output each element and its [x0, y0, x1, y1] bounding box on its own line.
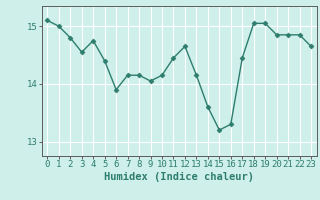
- X-axis label: Humidex (Indice chaleur): Humidex (Indice chaleur): [104, 172, 254, 182]
